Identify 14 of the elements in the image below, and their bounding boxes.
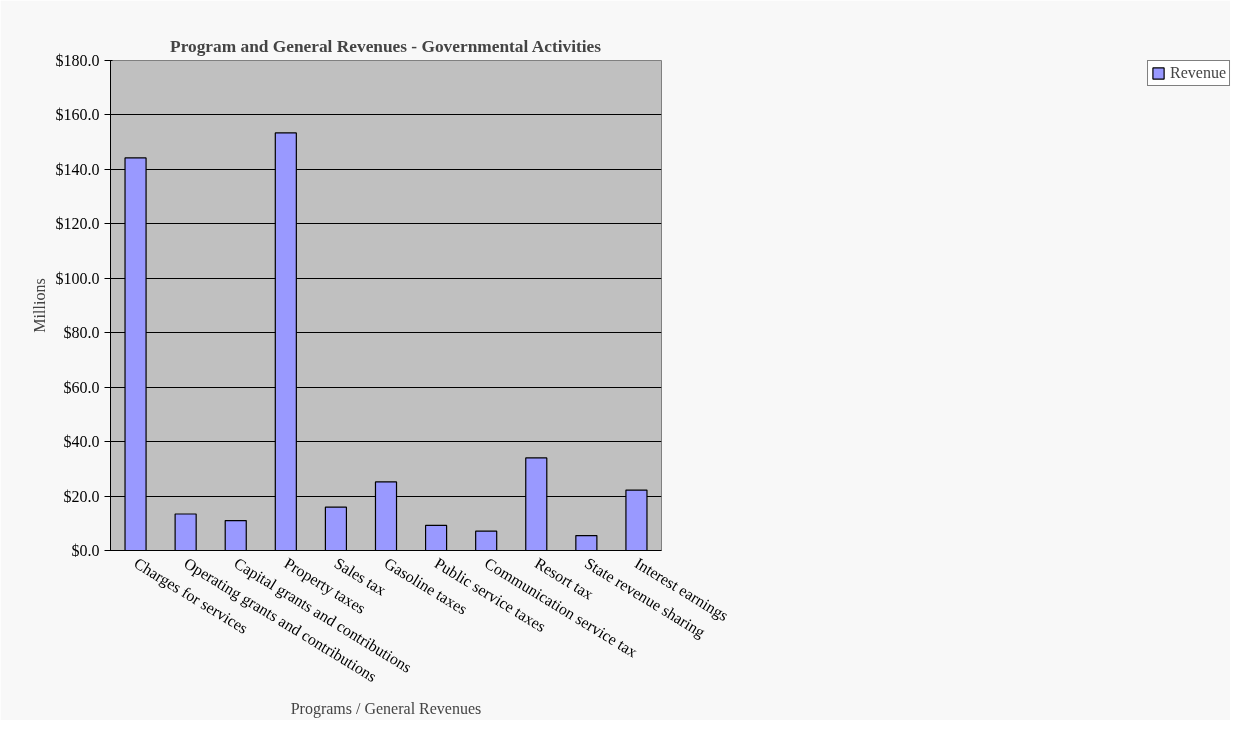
y-tick-label: $0.0 [71, 542, 100, 559]
y-axis-title: Millions [30, 278, 48, 333]
y-tick-label: $80.0 [63, 324, 100, 342]
y-tick-label: $20.0 [63, 487, 100, 505]
y-tick-label: $40.0 [63, 433, 100, 451]
legend-label: Revenue [1170, 64, 1226, 82]
y-tick-label: $100.0 [55, 269, 100, 287]
y-tick-label: $140.0 [55, 160, 100, 178]
y-tick-label: $160.0 [55, 106, 100, 124]
y-tick-label: $120.0 [55, 215, 100, 233]
chart-title: Program and General Revenues - Governmental Activities [170, 36, 602, 56]
y-tick-label: $180.0 [55, 52, 100, 69]
x-axis-title: Programs / General Revenues [290, 700, 482, 719]
y-tick-label: $60.0 [63, 378, 100, 396]
